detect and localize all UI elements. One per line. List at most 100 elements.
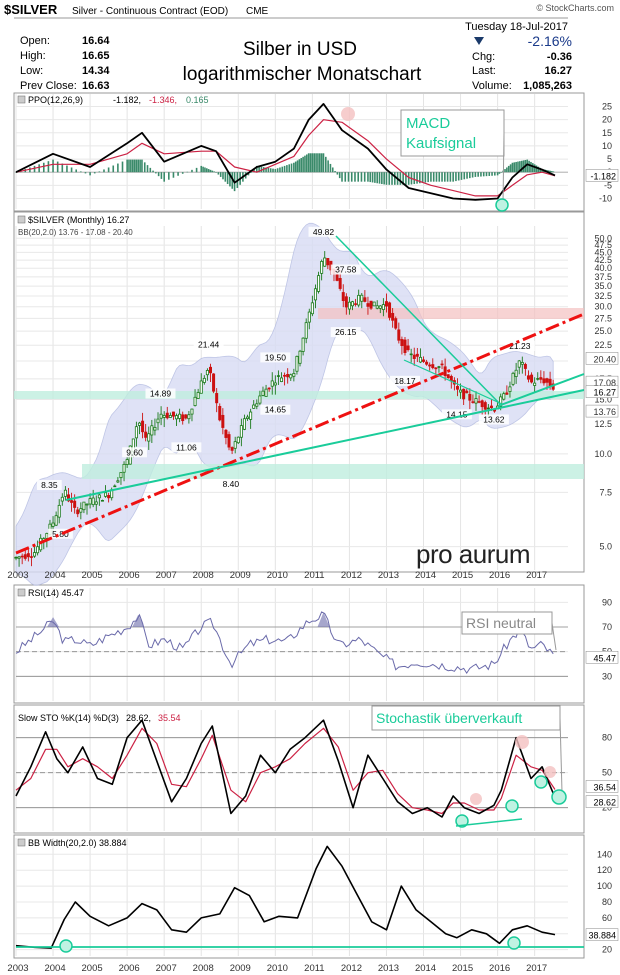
ppo-histogram-bar: [300, 158, 303, 173]
ppo-histogram-bar: [195, 167, 198, 173]
ppo-line: [15, 103, 556, 201]
trend-line-cyan-long: [65, 389, 585, 501]
ppo-legend-value-3: 0.165: [186, 95, 209, 105]
trend-lines: [15, 235, 585, 555]
price-candle-body: [208, 366, 212, 374]
bbw-panel-frame: [13, 834, 585, 959]
ppo-histogram-bar: [181, 172, 184, 174]
price-candle-body: [261, 390, 265, 396]
price-last-label-bg: [585, 352, 619, 365]
ppo-histogram-bar: [427, 172, 429, 183]
ppo-histogram-bar: [89, 172, 91, 176]
peak-label-bg: [330, 327, 361, 338]
ppo-histogram-bar: [460, 172, 463, 180]
price-candle-body: [187, 414, 191, 420]
peak-label: 8.35: [41, 480, 58, 490]
bbw-low-marker-2: [507, 936, 521, 950]
ppo-histogram-bar: [294, 161, 297, 173]
price-candle-body: [57, 504, 61, 518]
price-candle-body: [116, 480, 120, 483]
ppo-histogram-bar: [513, 162, 516, 173]
price-candle-body: [82, 501, 86, 511]
ppo-histogram-bar: [480, 172, 482, 177]
price-candle-body: [94, 501, 98, 505]
down-arrow-icon: [474, 37, 484, 45]
ppo-histogram-bar: [466, 172, 468, 179]
ppo-histogram-bar: [552, 171, 555, 173]
price-candle-body: [443, 366, 447, 376]
price-candle-body: [73, 500, 77, 508]
ppo-histogram-bar: [309, 153, 312, 173]
sto-legend-label: Slow STO %K(14) %D(3): [18, 713, 119, 723]
ppo-histogram-bar: [511, 162, 514, 173]
price-candle-body: [236, 436, 240, 444]
price-candle-body: [258, 395, 262, 404]
ppo-histogram-bar: [75, 169, 78, 173]
price-candle-body: [178, 413, 182, 419]
ppo-histogram-bar: [444, 172, 446, 182]
price-candle-body: [418, 356, 422, 363]
price-candle-body: [403, 339, 407, 353]
price-candle-body: [514, 369, 518, 377]
price-candle-body: [270, 380, 274, 387]
price-candle-body: [224, 429, 228, 438]
ppo-histogram-bar: [407, 172, 410, 185]
price-candle-body: [221, 414, 225, 428]
x-axis-year-label: 2005: [82, 570, 103, 581]
price-candle-body: [425, 361, 429, 365]
x-axis-year-label: 2005: [82, 963, 103, 974]
ppo-histogram-bar: [281, 166, 284, 173]
x-axis-year-label: 2014: [415, 963, 436, 974]
ppo-histogram-bar: [532, 163, 534, 173]
ppo-histogram-bar: [485, 172, 488, 177]
price-ytick-label: 5.0: [599, 542, 612, 552]
ppo-histogram-bar: [550, 171, 553, 173]
ppo-histogram-bar: [491, 172, 493, 176]
price-candle-body: [267, 387, 271, 390]
price-candle-body: [137, 422, 141, 426]
ppo-histogram-bar: [177, 172, 179, 176]
x-axis-year-label: 2003: [7, 570, 28, 581]
x-axis-year-label: 2013: [378, 963, 399, 974]
price-candle-body: [147, 433, 151, 442]
ppo-histogram-bar: [477, 172, 479, 177]
price-candle-body: [372, 301, 376, 307]
price-candle-body: [264, 388, 268, 397]
ppo-histogram-bar: [172, 172, 175, 178]
sto-callout-pointer: [559, 717, 563, 793]
x-axis-year-label: 2013: [378, 570, 399, 581]
price-candle-body: [122, 463, 126, 473]
bbw-line: [15, 845, 556, 949]
peak-label: 5.80: [52, 529, 69, 539]
price-ytick-label: 45.0: [594, 247, 612, 257]
price-candle-body: [150, 425, 154, 436]
price-candle-body: [193, 396, 197, 406]
ppo-histogram-bar: [80, 171, 82, 173]
price-candle-body: [388, 302, 392, 318]
sto-k-line: [15, 719, 556, 818]
peak-label-bg: [122, 447, 147, 458]
ppo-histogram-bar: [128, 159, 130, 173]
price-candle-body: [60, 496, 64, 502]
ppo-histogram-bar: [311, 153, 314, 173]
ppo-histogram-bar: [541, 169, 543, 173]
ppo-histogram-bar: [269, 168, 272, 173]
trend-line-cyan-down: [335, 235, 501, 405]
sto-high-marker-3: [544, 766, 556, 778]
ppo-histogram-bar: [168, 172, 170, 180]
x-axis-year-label: 2012: [341, 963, 362, 974]
ppo-signal-line: [15, 119, 556, 197]
credit: © StockCharts.com: [536, 3, 614, 13]
price-candle-body: [286, 374, 290, 378]
price-ytick-label: 30.0: [594, 302, 612, 312]
ppo-histogram-bar: [205, 168, 208, 173]
ppo-histogram-bar: [315, 153, 317, 173]
peak-label: 14.89: [150, 389, 172, 399]
ppo-histogram-bar: [258, 166, 260, 173]
price-candle-body: [351, 301, 355, 307]
ppo-histogram-bar: [504, 169, 506, 173]
price-candle-body: [215, 393, 219, 404]
x-axis-year-label: 2009: [230, 963, 251, 974]
ppo-histogram-bar: [296, 160, 299, 173]
